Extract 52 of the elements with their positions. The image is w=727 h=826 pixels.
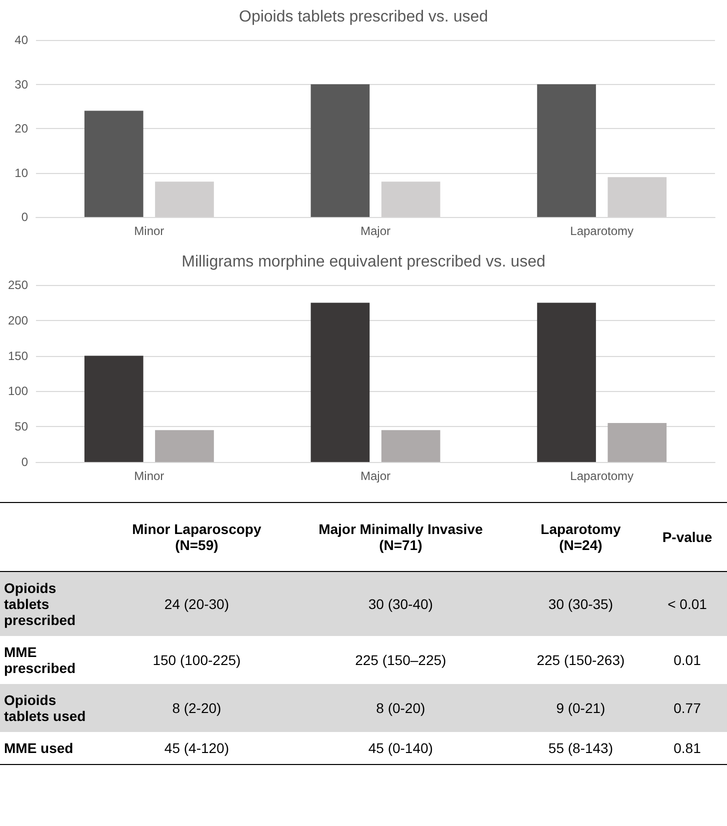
bar	[537, 84, 596, 217]
category-label: Opioids tablets used	[4, 692, 86, 724]
bar	[84, 110, 144, 217]
text: 225 (150-263)	[536, 652, 625, 668]
bar	[310, 302, 370, 462]
text: 45 (0-140)	[368, 740, 433, 756]
y-tick-label: 10	[14, 166, 28, 180]
y-tick-label: 200	[8, 313, 28, 328]
bar	[155, 430, 214, 462]
text: 0.77	[674, 700, 701, 716]
y-tick-label: 40	[14, 33, 28, 47]
y-tick-label: 50	[14, 420, 28, 434]
text: < 0.01	[668, 596, 707, 612]
y-tick-label: 20	[14, 122, 28, 136]
bar	[608, 423, 667, 462]
category-label: Opioids tablets prescribed	[4, 580, 76, 628]
category-label: MME used	[4, 740, 74, 756]
text: 8 (2-20)	[172, 700, 222, 716]
bar	[84, 356, 144, 462]
x-tick-label: Major	[360, 469, 391, 483]
text: 9 (0-21)	[556, 700, 606, 716]
y-tick-label: 0	[21, 210, 28, 224]
y-tick-label: 150	[8, 348, 28, 363]
x-tick-label: Laparotomy	[570, 224, 634, 238]
category-label: P-value	[661, 528, 714, 547]
chart-title: Milligrams morphine equivalent prescribed vs. used	[182, 254, 546, 270]
category-label: MME prescribed	[4, 644, 76, 676]
category-label: Minor Laparoscopy (N=59)	[131, 520, 262, 555]
text: 55 (8-143)	[548, 740, 613, 756]
bar	[537, 302, 596, 462]
chart-title: Opioids tablets prescribed vs. used	[238, 8, 488, 26]
x-tick-label: Minor	[134, 224, 164, 238]
text: 30 (30-35)	[548, 596, 613, 612]
x-tick-label: Minor	[134, 469, 164, 483]
text: 0.81	[674, 740, 701, 756]
text: 0.01	[674, 652, 701, 668]
y-tick-label: 0	[21, 455, 28, 469]
y-tick-label: 30	[14, 77, 28, 92]
y-tick-label: 250	[8, 278, 28, 292]
y-tick-label: 100	[8, 384, 28, 398]
bar	[381, 430, 440, 462]
bar	[310, 84, 370, 217]
category-label: Laparotomy (N=24)	[540, 520, 622, 555]
x-tick-label: Major	[360, 224, 391, 238]
category-label: Major Minimally Invasive (N=71)	[318, 520, 484, 555]
text: 8 (0-20)	[376, 700, 426, 716]
x-tick-label: Laparotomy	[570, 469, 634, 483]
text: 150 (100-225)	[152, 652, 241, 668]
text: 225 (150–225)	[355, 652, 446, 668]
text: 45 (4-120)	[164, 740, 229, 756]
text: 24 (20-30)	[164, 596, 229, 612]
text: 30 (30-40)	[368, 596, 433, 612]
